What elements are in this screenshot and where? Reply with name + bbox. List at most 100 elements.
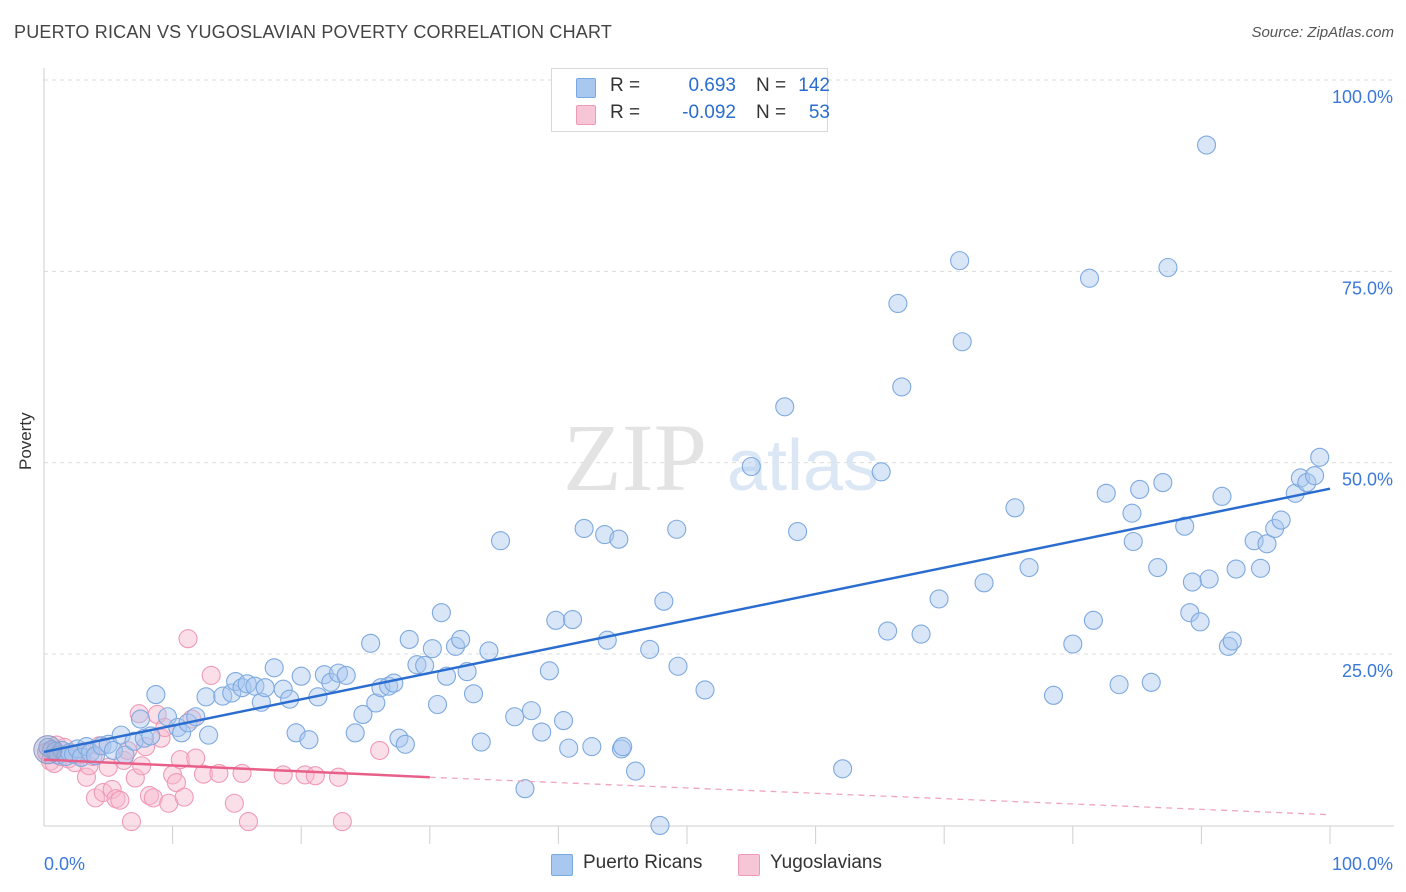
yugoslavians-point <box>174 787 194 807</box>
legend-r-label: R = <box>610 102 641 123</box>
puerto-ricans-point <box>1123 531 1143 552</box>
puerto-ricans-point-cluster <box>33 735 63 765</box>
puerto-ricans-point <box>1043 685 1064 705</box>
puerto-ricans-point <box>650 815 670 835</box>
puerto-ricans-point <box>490 531 511 551</box>
puerto-ricans-point <box>1271 510 1291 530</box>
puerto-ricans-point <box>1305 466 1325 486</box>
trend-lines <box>43 487 1331 816</box>
legend-swatch-pink <box>576 105 596 125</box>
puerto-ricans-point <box>1158 257 1178 278</box>
bottom-legend-label: Puerto Ricans <box>583 852 703 873</box>
puerto-ricans-point <box>505 707 525 727</box>
puerto-ricans-point <box>562 610 583 630</box>
yugoslavians-point <box>201 665 221 685</box>
puerto-ricans-point <box>422 639 442 659</box>
puerto-ricans-point <box>130 709 150 729</box>
puerto-ricans-point <box>299 730 319 750</box>
x-tick-label-max: 100.0% <box>1332 854 1393 874</box>
puerto-ricans-point <box>1196 135 1217 155</box>
puerto-ricans-point <box>384 673 404 693</box>
puerto-ricans-point <box>1182 572 1202 592</box>
puerto-ricans-point <box>361 633 381 653</box>
legend-r-value: -0.092 <box>682 102 736 123</box>
puerto-ricans-point <box>1079 268 1100 288</box>
puerto-ricans-point <box>952 332 972 352</box>
puerto-ricans-point <box>667 519 687 539</box>
puerto-ricans-point <box>1190 612 1210 632</box>
puerto-ricans-point <box>407 655 427 675</box>
puerto-ricans-point <box>1130 479 1150 500</box>
puerto-ricans-point <box>574 518 594 539</box>
puerto-ricans-point <box>871 462 891 482</box>
puerto-ricans-point <box>582 737 602 757</box>
watermark-zip: ZIP <box>563 404 707 511</box>
puerto-ricans-point <box>103 740 123 760</box>
legend-swatch-blue <box>576 78 596 98</box>
yugoslavians-point <box>125 768 145 788</box>
yugoslavians-trend-line <box>43 758 430 779</box>
axes <box>43 68 1394 844</box>
legend-r-label: R = <box>610 75 641 96</box>
y-tick-label: 50.0% <box>1342 470 1393 490</box>
yugoslavians-point <box>232 763 252 783</box>
puerto-ricans-point <box>613 737 633 757</box>
correlation-legend: R = 0.693 N = 142 R = -0.092 N = 53 <box>551 68 830 132</box>
puerto-ricans-trend-line <box>43 487 1331 754</box>
puerto-ricans-point <box>668 656 688 676</box>
yugoslavians-point <box>121 812 141 832</box>
puerto-ricans-point <box>427 694 448 715</box>
puerto-ricans-point <box>471 732 491 752</box>
puerto-ricans-point <box>345 723 365 743</box>
yugoslavians-point <box>178 629 198 649</box>
puerto-ricans-point <box>1251 558 1271 578</box>
puerto-ricans-point <box>1199 569 1219 589</box>
puerto-ricans-point <box>264 658 284 678</box>
puerto-ricans-point <box>640 639 660 659</box>
puerto-ricans-point <box>515 779 535 799</box>
puerto-ricans-point <box>366 693 386 713</box>
puerto-ricans-point <box>1019 557 1039 578</box>
puerto-ricans-point <box>626 761 646 781</box>
y-tick-label: 75.0% <box>1342 278 1393 298</box>
chart-title: PUERTO RICAN VS YUGOSLAVIAN POVERTY CORR… <box>14 22 613 42</box>
puerto-ricans-point <box>1109 675 1129 695</box>
puerto-ricans-point <box>775 397 795 417</box>
puerto-ricans-point <box>1122 503 1142 523</box>
yugoslavians-point <box>186 748 206 768</box>
x-tick-label-min: 0.0% <box>44 854 85 874</box>
tick-labels: 25.0% 50.0% 75.0% 100.0% 0.0% 100.0% <box>44 87 1393 874</box>
yugoslavians-point <box>170 750 190 770</box>
puerto-ricans-point <box>1257 534 1277 554</box>
watermark: ZIP atlas <box>563 404 879 511</box>
puerto-ricans-point <box>399 629 419 650</box>
puerto-ricans-point <box>1141 672 1161 692</box>
puerto-ricans-point <box>328 663 349 683</box>
yugoslavians-point <box>328 767 349 787</box>
yugoslavians-point <box>132 756 152 776</box>
yugoslavians-point <box>305 766 325 786</box>
puerto-ricans-point <box>1226 559 1246 579</box>
puerto-ricans-point <box>395 734 415 754</box>
puerto-ricans-point <box>950 251 970 271</box>
puerto-ricans-point <box>929 589 949 609</box>
puerto-ricans-point <box>609 529 629 549</box>
bottom-legend-swatch-pink <box>738 854 760 876</box>
puerto-ricans-point <box>237 674 257 694</box>
legend-n-label: N = <box>756 75 787 96</box>
bottom-legend-swatch-blue <box>551 854 573 876</box>
watermark-atlas: atlas <box>727 426 879 506</box>
puerto-ricans-point <box>1222 631 1242 651</box>
puerto-ricans-point <box>353 704 373 725</box>
puerto-ricans-point <box>559 738 579 758</box>
yugoslavians-point <box>143 788 163 808</box>
puerto-ricans-point <box>878 621 898 641</box>
puerto-ricans-point <box>1005 498 1025 518</box>
puerto-ricans-point <box>1212 486 1232 506</box>
grid-lines <box>44 79 1394 655</box>
puerto-ricans-point <box>546 610 566 630</box>
puerto-ricans-point <box>222 683 242 703</box>
puerto-ricans-point <box>532 722 552 742</box>
puerto-ricans-point <box>1310 447 1330 467</box>
puerto-ricans-point <box>1153 473 1173 493</box>
